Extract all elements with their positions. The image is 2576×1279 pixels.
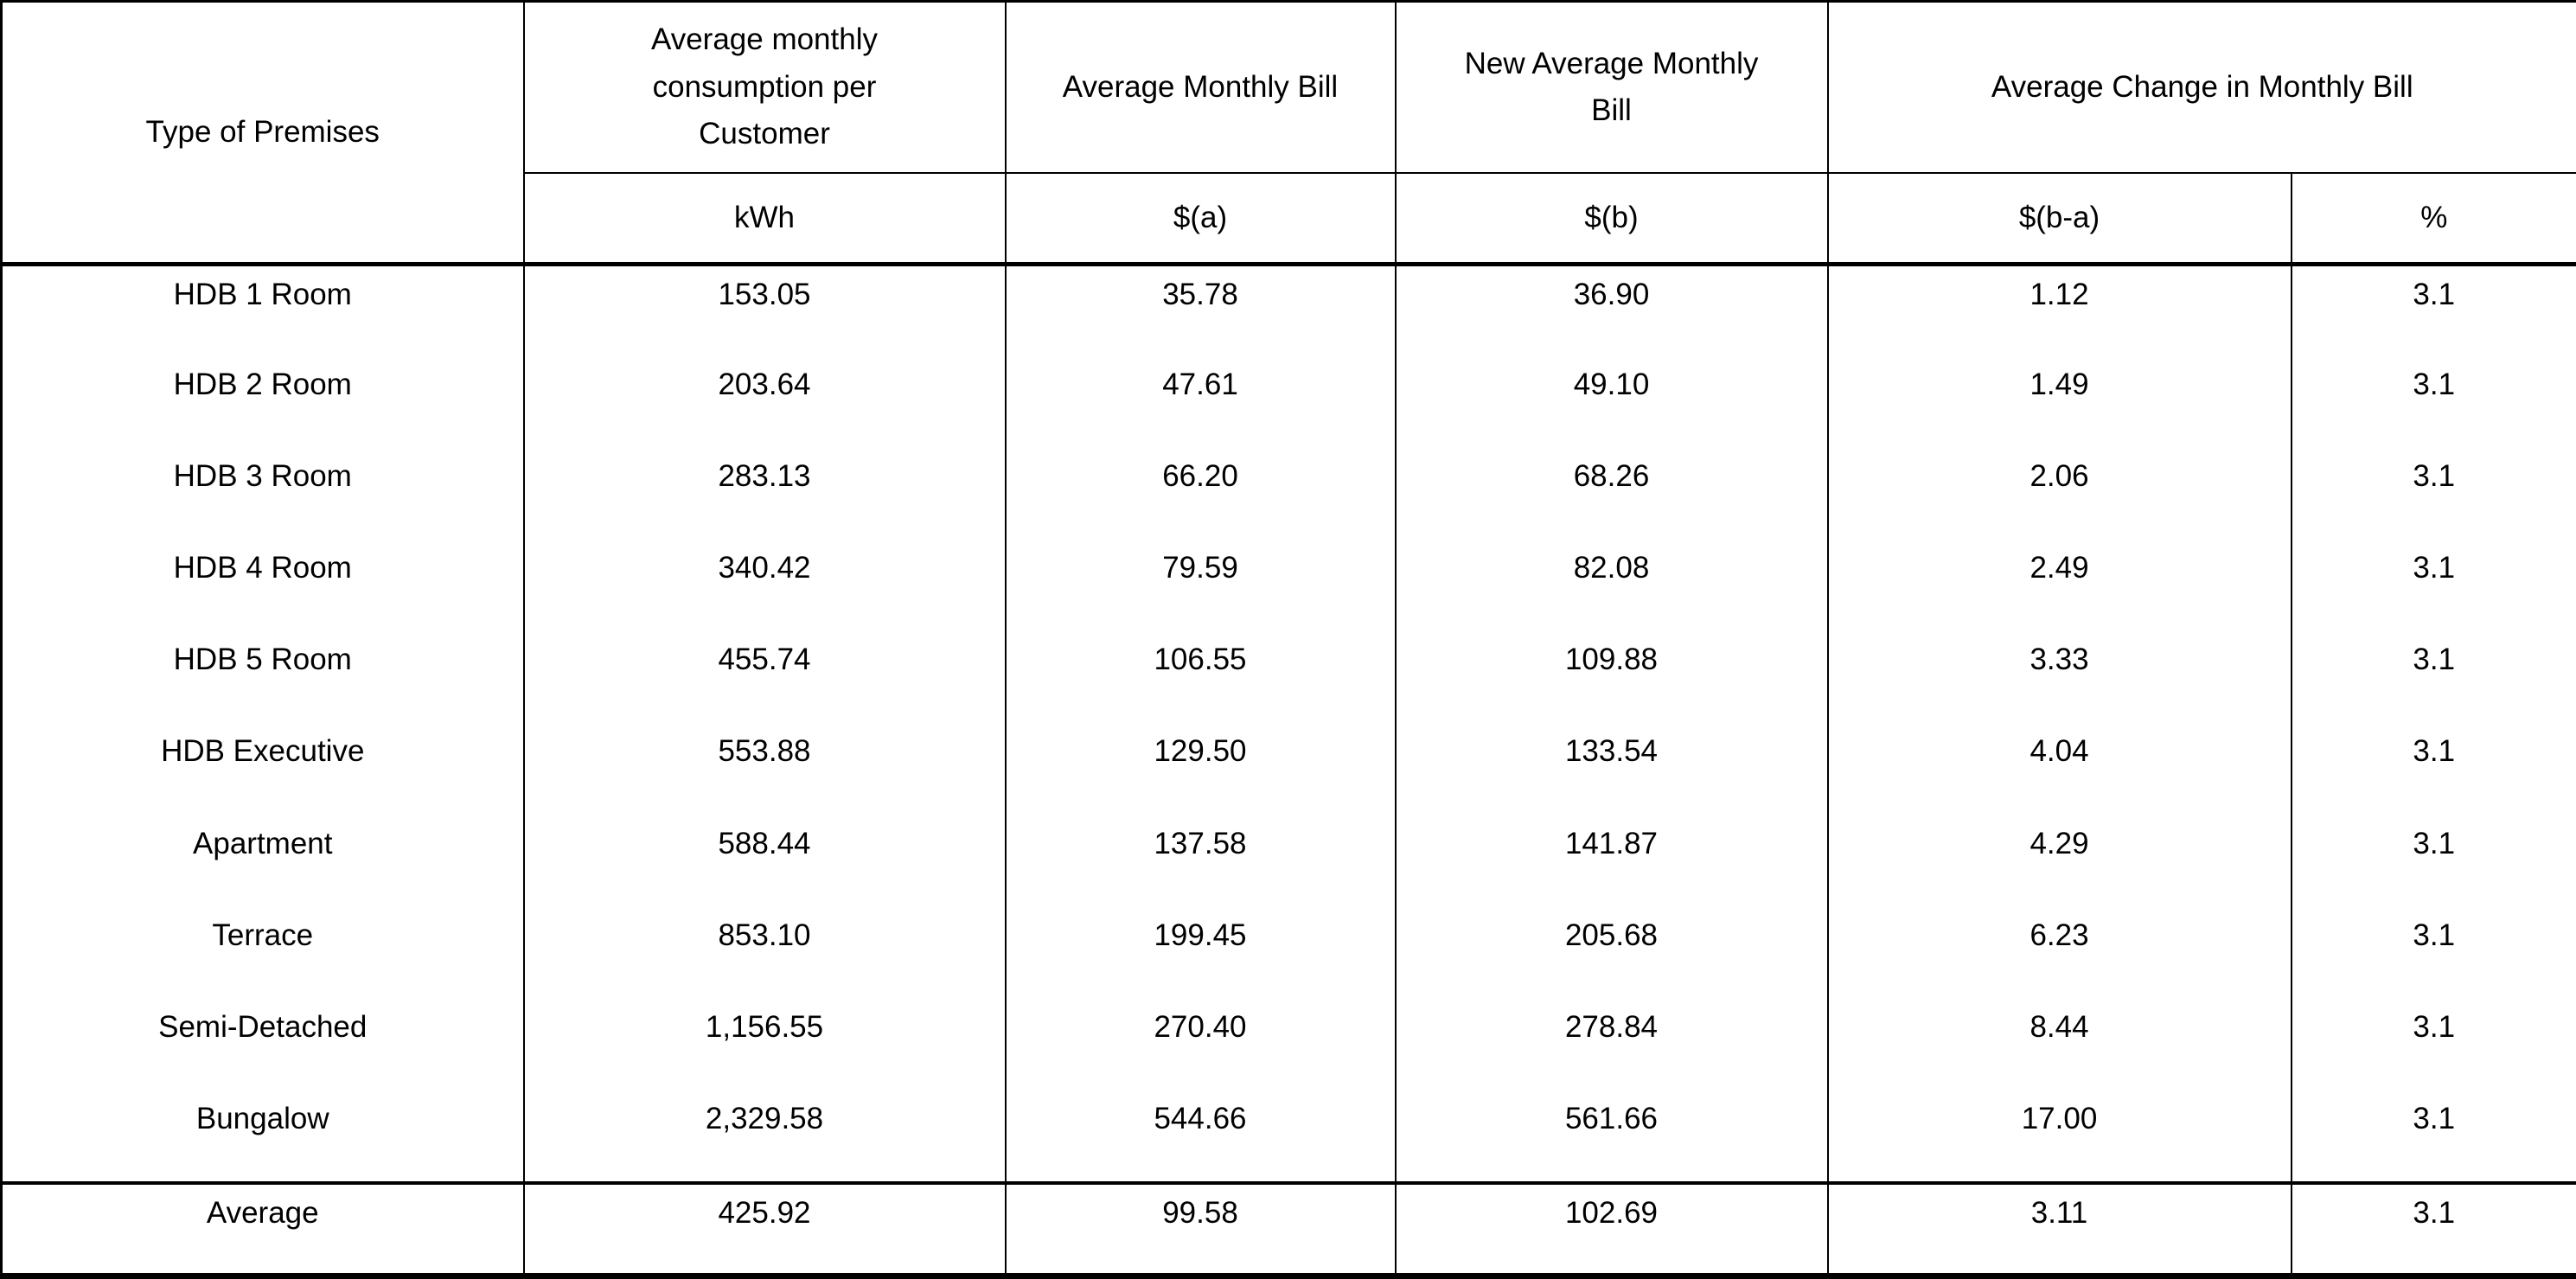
cell-bill-a: 66.20 — [1004, 447, 1397, 540]
table-body: HDB 1 Room 153.05 35.78 36.90 1.12 3.1 H… — [0, 264, 2576, 1183]
cell-kwh: 153.05 — [522, 264, 1007, 356]
cell-type: HDB Executive — [0, 723, 525, 815]
cell-bill-b: 49.10 — [1394, 355, 1829, 448]
cell-change-percent: 3.1 — [2290, 999, 2576, 1091]
header-type-of-premises-label: Type of Premises — [145, 114, 380, 149]
cell-kwh: 588.44 — [522, 815, 1007, 907]
cell-kwh: 203.64 — [522, 355, 1007, 448]
cell-change-amount: 3.11 — [1826, 1180, 2292, 1276]
cell-bill-a: 270.40 — [1004, 999, 1397, 1091]
cell-change-percent: 3.1 — [2290, 815, 2576, 907]
average-row: Average 425.92 99.58 102.69 3.11 3.1 — [0, 1180, 2576, 1276]
cell-type: Terrace — [0, 906, 525, 999]
cell-change-percent: 3.1 — [2290, 264, 2576, 356]
cell-bill-a: 199.45 — [1004, 906, 1397, 999]
cell-bill-b: 141.87 — [1394, 815, 1829, 907]
cell-type: HDB 4 Room — [0, 540, 525, 632]
header-average-change: Average Change in Monthly Bill — [1826, 1, 2576, 173]
cell-type: HDB 5 Room — [0, 631, 525, 724]
table-row: HDB Executive 553.88 129.50 133.54 4.04 … — [0, 723, 2576, 815]
cell-type: HDB 3 Room — [0, 447, 525, 540]
cell-change-percent: 3.1 — [2290, 1090, 2576, 1183]
cell-kwh: 283.13 — [522, 447, 1007, 540]
cell-bill-a: 35.78 — [1004, 264, 1397, 356]
cell-bill-b: 82.08 — [1394, 540, 1829, 632]
cell-bill-b: 68.26 — [1394, 447, 1829, 540]
cell-change-percent: 3.1 — [2290, 355, 2576, 448]
cell-change-amount: 1.49 — [1826, 355, 2292, 448]
cell-kwh: 340.42 — [522, 540, 1007, 632]
cell-change-percent: 3.1 — [2290, 906, 2576, 999]
table-header: Type of Premises Average monthly consump… — [0, 1, 2576, 266]
table-row: HDB 4 Room 340.42 79.59 82.08 2.49 3.1 — [0, 540, 2576, 632]
cell-type: Average — [0, 1180, 525, 1276]
cell-change-percent: 3.1 — [2290, 723, 2576, 815]
header-type-of-premises: Type of Premises — [0, 1, 525, 266]
cell-kwh: 2,329.58 — [522, 1090, 1007, 1183]
unit-kwh: kWh — [522, 171, 1007, 266]
cell-bill-b: 278.84 — [1394, 999, 1829, 1091]
header-consumption: Average monthly consumption per Customer — [522, 1, 1007, 173]
cell-change-amount: 1.12 — [1826, 264, 2292, 356]
cell-kwh: 455.74 — [522, 631, 1007, 724]
cell-bill-b: 205.68 — [1394, 906, 1829, 999]
cell-change-amount: 4.29 — [1826, 815, 2292, 907]
cell-bill-a: 137.58 — [1004, 815, 1397, 907]
unit-bill-a: $(a) — [1004, 171, 1397, 266]
cell-change-amount: 2.06 — [1826, 447, 2292, 540]
unit-bill-b: $(b) — [1394, 171, 1829, 266]
cell-change-amount: 17.00 — [1826, 1090, 2292, 1183]
cell-bill-a: 79.59 — [1004, 540, 1397, 632]
table-row: Semi-Detached 1,156.55 270.40 278.84 8.4… — [0, 999, 2576, 1091]
table-row: HDB 3 Room 283.13 66.20 68.26 2.06 3.1 — [0, 447, 2576, 540]
table-footer: Average 425.92 99.58 102.69 3.11 3.1 — [0, 1180, 2576, 1276]
cell-type: HDB 2 Room — [0, 355, 525, 448]
cell-bill-b: 36.90 — [1394, 264, 1829, 356]
table-row: HDB 5 Room 455.74 106.55 109.88 3.33 3.1 — [0, 631, 2576, 724]
cell-bill-b: 133.54 — [1394, 723, 1829, 815]
cell-change-percent: 3.1 — [2290, 631, 2576, 724]
cell-bill-b: 102.69 — [1394, 1180, 1829, 1276]
header-row-units: kWh $(a) $(b) $(b-a) % — [2, 171, 2576, 266]
cell-change-percent: 3.1 — [2290, 447, 2576, 540]
cell-change-percent: 3.1 — [2290, 1180, 2576, 1276]
header-average-monthly-bill: Average Monthly Bill — [1004, 1, 1397, 173]
cell-type: HDB 1 Room — [0, 264, 525, 356]
cell-bill-b: 109.88 — [1394, 631, 1829, 724]
header-new-average-monthly-bill-label: New Average Monthly Bill — [1464, 46, 1759, 127]
cell-kwh: 425.92 — [522, 1180, 1007, 1276]
cell-bill-a: 544.66 — [1004, 1090, 1397, 1183]
cell-kwh: 553.88 — [522, 723, 1007, 815]
cell-change-amount: 6.23 — [1826, 906, 2292, 999]
unit-change-percent: % — [2290, 171, 2576, 266]
cell-bill-a: 47.61 — [1004, 355, 1397, 448]
table-row: Terrace 853.10 199.45 205.68 6.23 3.1 — [0, 906, 2576, 999]
unit-change-amount: $(b-a) — [1826, 171, 2292, 266]
header-row-main: Type of Premises Average monthly consump… — [0, 1, 2576, 266]
cell-kwh: 853.10 — [522, 906, 1007, 999]
header-new-average-monthly-bill: New Average Monthly Bill — [1394, 1, 1829, 173]
cell-change-amount: 4.04 — [1826, 723, 2292, 815]
cell-bill-a: 129.50 — [1004, 723, 1397, 815]
cell-kwh: 1,156.55 — [522, 999, 1007, 1091]
cell-type: Bungalow — [0, 1090, 525, 1183]
cell-bill-a: 99.58 — [1004, 1180, 1397, 1276]
cell-change-percent: 3.1 — [2290, 540, 2576, 632]
cell-type: Semi-Detached — [0, 999, 525, 1091]
table-row: HDB 2 Room 203.64 47.61 49.10 1.49 3.1 — [0, 355, 2576, 448]
table-row: Bungalow 2,329.58 544.66 561.66 17.00 3.… — [0, 1090, 2576, 1183]
cell-change-amount: 2.49 — [1826, 540, 2292, 632]
table-row: Apartment 588.44 137.58 141.87 4.29 3.1 — [0, 815, 2576, 907]
cell-change-amount: 8.44 — [1826, 999, 2292, 1091]
cell-bill-a: 106.55 — [1004, 631, 1397, 724]
cell-type: Apartment — [0, 815, 525, 907]
cell-bill-b: 561.66 — [1394, 1090, 1829, 1183]
cell-change-amount: 3.33 — [1826, 631, 2292, 724]
table-row: HDB 1 Room 153.05 35.78 36.90 1.12 3.1 — [0, 264, 2576, 356]
header-consumption-label: Average monthly consumption per Customer — [650, 22, 878, 150]
